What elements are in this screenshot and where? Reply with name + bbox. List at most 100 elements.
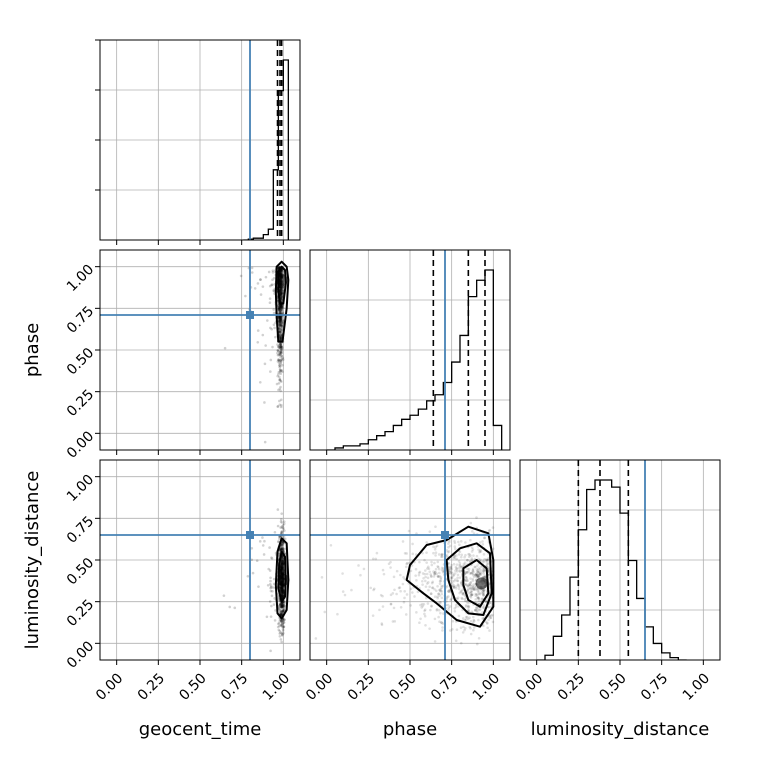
- sample-point: [279, 638, 283, 641]
- sample-point: [476, 593, 479, 597]
- sample-point: [279, 359, 282, 362]
- sample-point: [452, 573, 456, 577]
- sample-point: [281, 629, 285, 632]
- sample-point: [438, 574, 442, 578]
- sample-point: [449, 629, 452, 632]
- sample-point: [467, 605, 471, 608]
- x-tick-label: 0.00: [303, 670, 336, 703]
- sample-point: [484, 599, 488, 602]
- sample-point: [281, 311, 285, 314]
- sample-point: [270, 594, 274, 598]
- sample-point: [469, 571, 473, 575]
- sample-point: [484, 600, 487, 603]
- sample-point: [280, 324, 284, 328]
- sample-point: [474, 575, 478, 578]
- sample-point: [279, 623, 283, 627]
- sample-point: [279, 286, 283, 289]
- sample-point: [278, 304, 282, 308]
- sample-point: [271, 271, 275, 274]
- sample-point: [276, 405, 279, 408]
- sample-point: [429, 592, 433, 596]
- sample-point: [281, 562, 284, 566]
- sample-point: [281, 571, 285, 575]
- sample-point: [281, 523, 285, 527]
- sample-point: [277, 346, 281, 350]
- sample-point: [276, 303, 280, 307]
- sample-point: [279, 321, 283, 325]
- sample-point: [454, 565, 458, 569]
- sample-point: [277, 621, 281, 625]
- sample-point: [389, 602, 393, 606]
- sample-point: [279, 285, 282, 289]
- sample-point: [278, 305, 281, 309]
- sample-point: [280, 564, 284, 568]
- sample-point: [280, 605, 284, 608]
- sample-point: [416, 590, 420, 594]
- sample-point: [280, 603, 283, 606]
- sample-point: [470, 558, 474, 562]
- sample-point: [281, 586, 284, 589]
- sample-point: [483, 588, 486, 592]
- sample-point: [272, 289, 276, 293]
- sample-point: [279, 309, 283, 313]
- sample-point: [485, 564, 489, 567]
- sample-point: [428, 585, 431, 589]
- hist-panel-geocent_time: [95, 39, 301, 241]
- sample-point: [418, 621, 421, 625]
- sample-point: [280, 567, 284, 571]
- sample-point: [403, 596, 406, 600]
- sample-point: [463, 572, 467, 576]
- sample-point: [282, 571, 286, 575]
- sample-point: [281, 563, 284, 567]
- sample-point: [456, 596, 460, 599]
- sample-point: [474, 608, 477, 612]
- sample-point: [491, 613, 494, 617]
- sample-point: [472, 628, 475, 632]
- sample-point: [421, 604, 425, 608]
- sample-point: [282, 572, 286, 575]
- sample-point: [468, 584, 472, 587]
- sample-point: [279, 287, 283, 291]
- sample-point: [279, 292, 283, 295]
- sample-point: [446, 603, 450, 607]
- sample-point: [281, 604, 284, 608]
- sample-point: [279, 385, 282, 389]
- sample-point: [277, 307, 281, 311]
- sample-point: [445, 595, 449, 599]
- sample-point: [279, 337, 283, 340]
- sample-point: [282, 625, 286, 629]
- sample-point: [460, 582, 463, 585]
- sample-point: [280, 623, 284, 626]
- sample-point: [279, 316, 283, 319]
- sample-point: [279, 310, 282, 314]
- sample-point: [279, 565, 283, 569]
- sample-point: [456, 579, 459, 583]
- sample-point: [450, 567, 454, 571]
- sample-point: [279, 567, 283, 570]
- sample-point: [278, 323, 282, 327]
- sample-point: [279, 547, 283, 551]
- sample-point: [472, 619, 476, 623]
- sample-point: [421, 572, 425, 575]
- sample-point: [279, 586, 283, 589]
- sample-point: [281, 543, 284, 547]
- sample-point: [471, 615, 475, 619]
- sample-point: [465, 615, 469, 619]
- sample-point: [280, 589, 284, 593]
- sample-point: [279, 296, 283, 300]
- sample-point: [469, 577, 472, 580]
- sample-point: [466, 585, 470, 588]
- sample-point: [464, 605, 468, 608]
- sample-point: [441, 570, 445, 574]
- sample-point: [272, 276, 276, 280]
- sample-point: [439, 577, 443, 581]
- sample-point: [279, 323, 283, 326]
- sample-point: [278, 317, 281, 321]
- sample-point: [457, 559, 461, 563]
- sample-point: [280, 298, 283, 302]
- sample-point: [474, 598, 478, 601]
- sample-point: [467, 569, 471, 573]
- sample-point: [280, 292, 284, 295]
- sample-point: [473, 573, 477, 577]
- sample-point: [279, 317, 283, 321]
